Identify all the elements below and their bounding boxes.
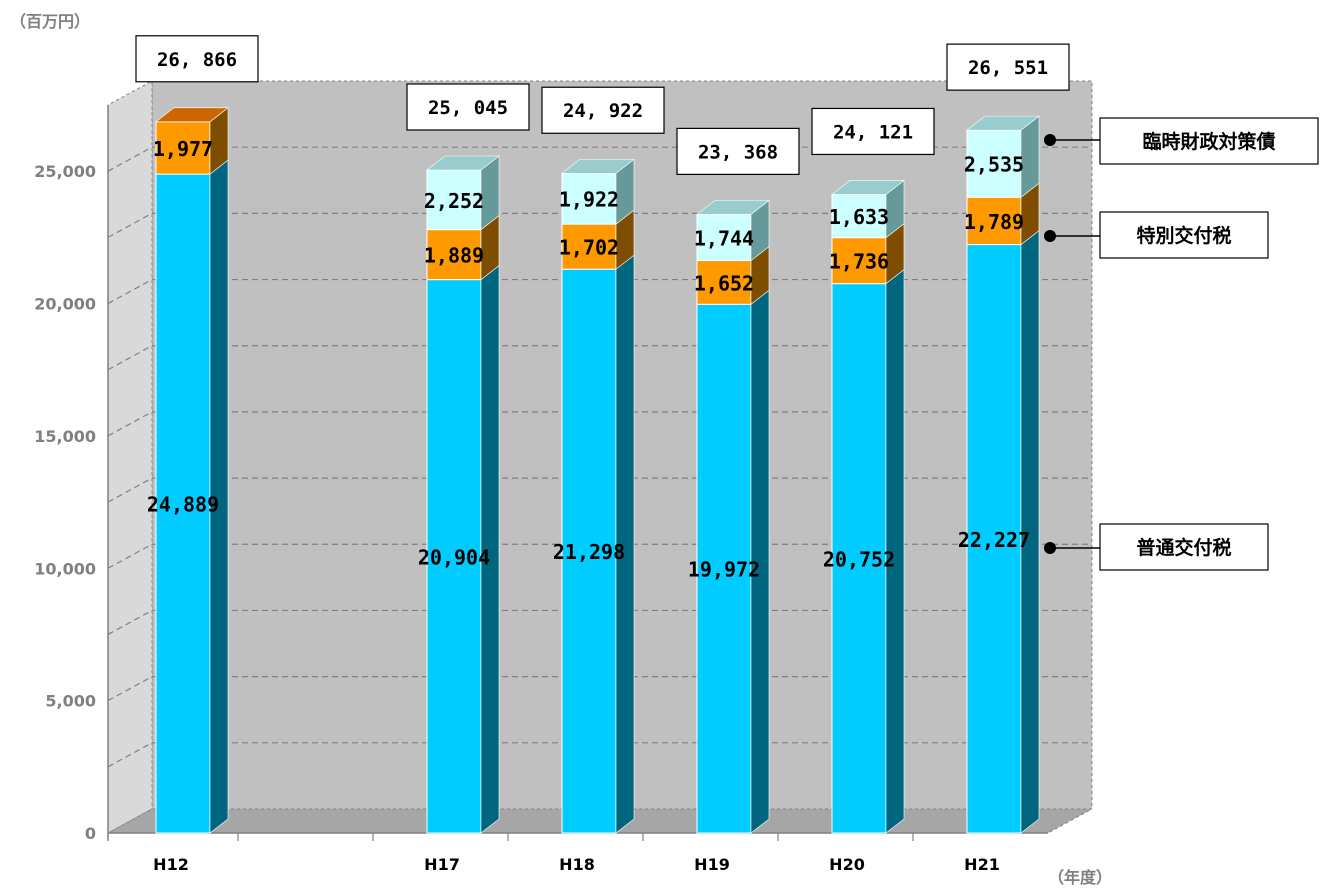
bar-segment-front xyxy=(966,244,1022,834)
x-tick-label: H21 xyxy=(964,855,1000,874)
value-label: 24,889 xyxy=(147,493,219,517)
gridline-side xyxy=(107,146,153,172)
axes: 0 5,000 10,000 15,000 20,000 25,000 （百万円） （年度） H… xyxy=(10,12,1112,887)
value-label: 1,702 xyxy=(559,236,619,260)
value-label: 20,752 xyxy=(823,547,895,571)
value-label: 1,922 xyxy=(559,188,619,212)
gridline-side xyxy=(107,477,153,503)
bars xyxy=(155,107,1040,834)
value-label: 2,252 xyxy=(424,189,484,213)
legend-box xyxy=(1099,211,1269,259)
y-tick-label: 5,000 xyxy=(45,692,96,711)
gridline-side xyxy=(107,742,153,768)
value-label: 19,972 xyxy=(688,558,760,582)
x-tick-label: H19 xyxy=(694,855,730,874)
bar-segment-front xyxy=(155,121,211,175)
total-box xyxy=(541,86,665,134)
legend-label: 臨時財政対策債 xyxy=(1142,130,1275,153)
total-box xyxy=(676,127,800,175)
x-tick-label: H12 xyxy=(153,855,189,874)
bar-top-face xyxy=(561,158,635,174)
value-label: 22,227 xyxy=(958,528,1030,552)
legend-label: 特別交付税 xyxy=(1136,224,1231,247)
gridline-side xyxy=(107,411,153,437)
total-label: 24, 121 xyxy=(833,121,913,143)
bar-segment-front xyxy=(426,279,482,834)
value-label: 1,977 xyxy=(153,137,213,161)
x-tick-label: H18 xyxy=(559,855,595,874)
x-unit-label: （年度） xyxy=(1048,868,1112,887)
value-label: 1,633 xyxy=(829,205,889,229)
total-box xyxy=(811,107,935,156)
gridline-side xyxy=(107,609,153,635)
bar-segment-front xyxy=(561,268,617,834)
bar-segment-front xyxy=(831,237,887,285)
legend-box xyxy=(1099,117,1319,165)
value-label: 21,298 xyxy=(553,540,625,564)
bar-top-face xyxy=(696,200,770,215)
y-tick-label: 10,000 xyxy=(34,559,96,578)
value-label: 1,889 xyxy=(424,244,484,268)
value-labels: 24,889 1,977 20,904 1,889 2,252 21,298 1,702 1,… xyxy=(147,137,1030,582)
gridline-side xyxy=(107,345,153,371)
total-labels: 26, 866 25, 045 24, 922 23, 368 24, 121 26, 5… xyxy=(135,35,1070,175)
bar-segment-front xyxy=(831,193,887,239)
bar-top-face xyxy=(966,115,1040,131)
gridline-side xyxy=(107,676,153,702)
bar-top-face xyxy=(155,107,229,123)
y-tick-label: 0 xyxy=(85,824,96,843)
y-tick-label: 20,000 xyxy=(34,295,96,314)
bar-top-face xyxy=(426,155,500,171)
value-label: 1,744 xyxy=(694,226,754,250)
bar-segment-front xyxy=(966,129,1022,198)
legend-box xyxy=(1099,523,1269,571)
bar-segment-front xyxy=(426,169,482,231)
bar-segment-front xyxy=(696,303,752,834)
value-label: 1,736 xyxy=(829,250,889,274)
total-box xyxy=(406,83,530,131)
total-label: 24, 922 xyxy=(563,100,643,122)
value-label: 1,652 xyxy=(694,271,754,295)
value-label: 1,789 xyxy=(964,210,1024,234)
total-label: 26, 551 xyxy=(968,57,1048,79)
bar-segment-front xyxy=(426,229,482,281)
bar-top-face xyxy=(831,180,905,195)
total-box xyxy=(135,35,259,83)
plot-side-wall xyxy=(107,80,153,834)
y-tick-label: 15,000 xyxy=(34,427,96,446)
gridline-side xyxy=(107,543,153,569)
gridline-side xyxy=(107,279,153,305)
total-label: 26, 866 xyxy=(157,49,237,71)
x-tick-label: H17 xyxy=(424,855,460,874)
bar-segment-front xyxy=(561,172,617,225)
y-tick-label: 25,000 xyxy=(34,162,96,181)
legend-label: 普通交付税 xyxy=(1136,536,1231,559)
total-label: 25, 045 xyxy=(428,97,508,119)
y-unit-label: （百万円） xyxy=(10,12,90,31)
value-label: 20,904 xyxy=(418,545,490,569)
total-label: 23, 368 xyxy=(698,141,778,163)
gridline-side xyxy=(107,212,153,238)
total-box xyxy=(946,43,1070,91)
x-tick-label: H20 xyxy=(829,855,865,874)
value-label: 2,535 xyxy=(964,153,1024,177)
